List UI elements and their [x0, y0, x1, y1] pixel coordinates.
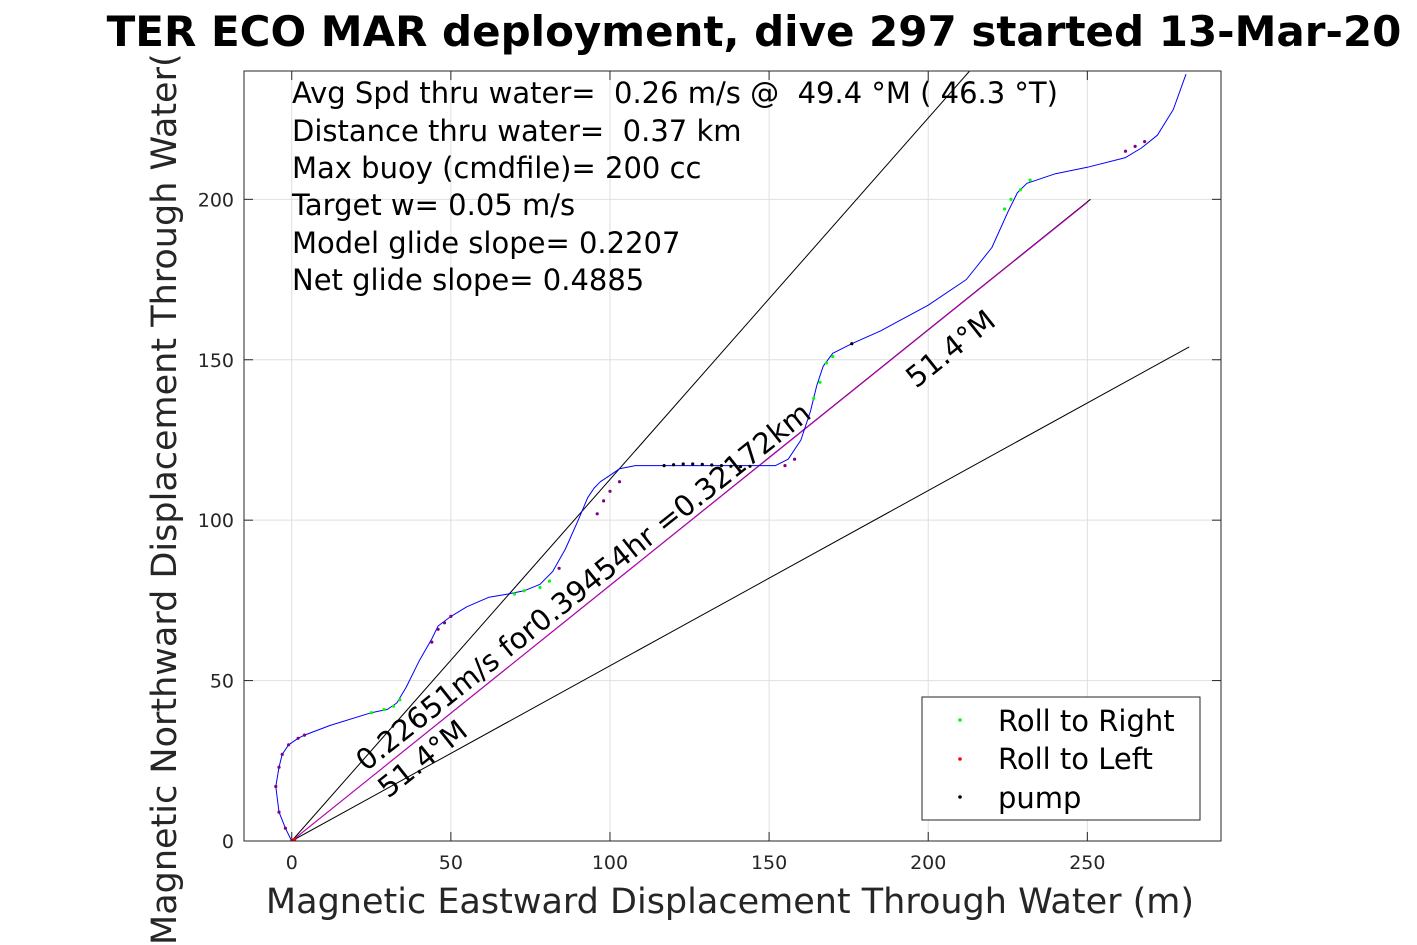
y-tick-label: 0	[222, 831, 234, 853]
point-pump	[850, 342, 854, 346]
point-track-marks	[602, 499, 606, 503]
point-roll-to-left	[293, 837, 297, 841]
point-roll-to-right	[522, 589, 526, 593]
x-tick-label: 0	[286, 852, 298, 874]
point-track-marks	[793, 457, 797, 461]
legend: Roll to Right Roll to Left pump	[921, 696, 1201, 821]
point-pump	[748, 464, 752, 468]
point-track-marks	[283, 826, 287, 830]
point-roll-to-right	[818, 380, 822, 384]
point-pump	[719, 464, 724, 468]
point-roll-to-right	[382, 707, 386, 712]
point-roll-to-right	[512, 592, 517, 596]
point-track-marks	[1133, 144, 1137, 148]
point-roll-to-right	[538, 585, 542, 590]
point-track-marks	[1143, 140, 1147, 144]
y-tick-label: 150	[198, 350, 234, 372]
point-roll-to-right	[369, 711, 373, 715]
point-track-marks	[436, 627, 440, 631]
point-track-marks	[280, 752, 284, 757]
legend-label-roll-left: Roll to Left	[998, 742, 1153, 776]
legend-label-pump: pump	[998, 781, 1081, 815]
reference-line-heading-overlay	[291, 202, 1088, 841]
point-track-marks	[277, 765, 281, 769]
point-pump	[710, 463, 714, 467]
legend-marker-roll-left	[958, 757, 962, 761]
point-track-marks	[287, 743, 291, 747]
point-track-marks	[296, 736, 300, 740]
point-pump	[700, 462, 704, 466]
legend-label-roll-right: Roll to Right	[998, 704, 1175, 738]
point-pump	[662, 464, 666, 468]
point-pump	[729, 464, 733, 468]
legend-box	[921, 696, 1201, 821]
point-track-marks	[557, 566, 561, 570]
info-line-max-buoy: Max buoy (cmdfile)= 200 cc	[292, 151, 701, 185]
x-tick-label: 200	[910, 852, 946, 874]
point-pump	[691, 462, 695, 466]
y-tick-label: 200	[198, 189, 234, 211]
y-tick-label: 50	[210, 671, 234, 693]
point-track-marks	[277, 810, 281, 814]
point-roll-to-right	[392, 704, 396, 708]
point-track-marks	[783, 464, 787, 468]
point-track-marks	[608, 489, 612, 493]
plot-frame	[243, 70, 1222, 842]
info-line-avg-speed: Avg Spd thru water= 0.26 m/s @ 49.4 °M (…	[292, 76, 1058, 110]
point-track-marks	[430, 640, 434, 644]
reference-line-lower	[291, 346, 1190, 841]
point-roll-to-right	[1018, 188, 1023, 192]
point-track-marks	[617, 480, 622, 484]
info-line-net-glide: Net glide slope= 0.4885	[292, 263, 644, 297]
point-roll-to-right	[1009, 197, 1013, 201]
point-roll-to-right	[547, 579, 552, 583]
y-tick-label: 100	[198, 510, 234, 532]
point-track-marks	[302, 733, 307, 737]
point-roll-to-right	[1003, 207, 1007, 211]
info-box: Avg Spd thru water= 0.26 m/s @ 49.4 °M (…	[291, 76, 1058, 297]
x-tick-label: 250	[1069, 852, 1105, 874]
point-roll-to-right	[824, 361, 829, 365]
point-roll-to-right	[831, 354, 835, 359]
point-roll-to-right	[1028, 178, 1032, 182]
point-pump	[738, 465, 743, 469]
point-track-marks	[1123, 149, 1128, 153]
x-tick-label: 50	[439, 852, 463, 874]
info-line-distance: Distance thru water= 0.37 km	[292, 114, 742, 148]
info-line-target-w: Target w= 0.05 m/s	[291, 188, 575, 222]
x-axis-label: Magnetic Eastward Displacement Through W…	[266, 882, 1194, 922]
info-line-model-glide: Model glide slope= 0.2207	[292, 226, 680, 260]
series-layer	[274, 74, 1187, 841]
x-tick-label: 100	[592, 852, 628, 874]
reference-lines	[291, 71, 1190, 841]
grid	[244, 71, 1221, 842]
chart-title: TER ECO MAR deployment, dive 297 started…	[107, 7, 1402, 56]
point-track-marks	[442, 621, 447, 625]
point-track-marks	[449, 614, 453, 619]
track-line	[275, 74, 1187, 841]
point-track-marks	[595, 512, 599, 516]
point-pump	[681, 462, 685, 466]
point-track-marks	[274, 784, 278, 789]
point-roll-to-right	[398, 698, 402, 702]
point-roll-to-right	[812, 396, 816, 400]
reference-line-upper	[291, 71, 970, 841]
point-pump	[672, 463, 676, 467]
y-axis-label: Magnetic Northward Displacement Through …	[145, 53, 185, 945]
x-tick-label: 150	[751, 852, 787, 874]
axis-ticks: 0 50 100 150 200 250 0 50 100 150 200	[198, 71, 1221, 874]
legend-marker-roll-right	[958, 718, 962, 722]
legend-marker-pump	[958, 795, 962, 799]
